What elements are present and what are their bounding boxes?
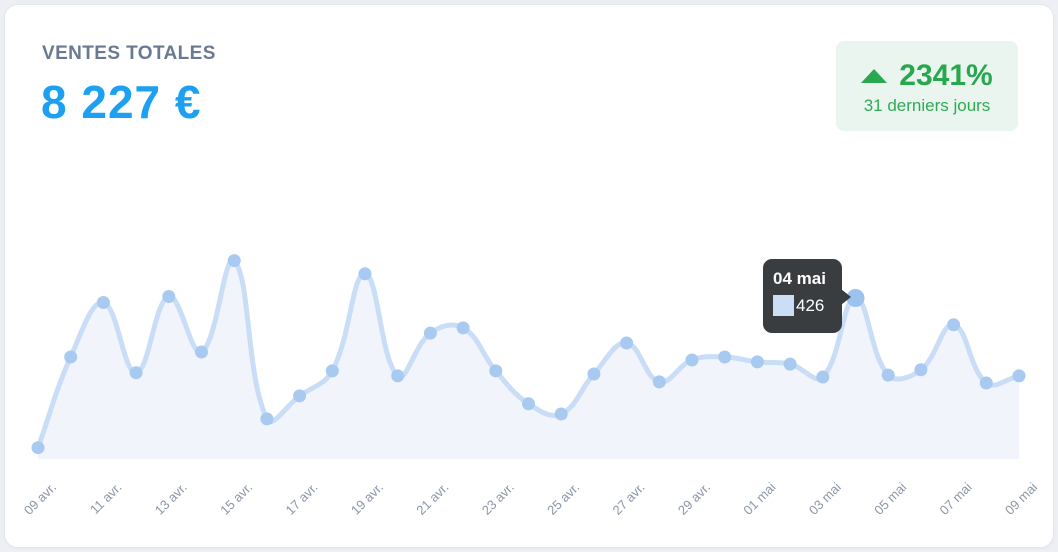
data-point[interactable] xyxy=(947,318,961,332)
sales-line-chart[interactable]: 09 avr. 11 avr. 13 avr. 15 avr. 17 avr. 19 av… xyxy=(5,5,1054,548)
chart-x-axis-label: 05 mai xyxy=(871,479,909,517)
data-point[interactable] xyxy=(620,336,634,350)
sales-summary-card: VENTES TOTALES 8 227 € 2341% 31 derniers… xyxy=(4,4,1054,548)
data-point[interactable] xyxy=(979,376,993,390)
chart-area-fill xyxy=(38,259,1019,459)
data-point[interactable] xyxy=(162,290,176,303)
data-point[interactable] xyxy=(456,321,470,335)
chart-x-axis-label: 15 avr. xyxy=(217,480,255,518)
chart-x-axis-label: 21 avr. xyxy=(413,480,451,518)
data-point[interactable] xyxy=(227,254,241,268)
tooltip-value: 426 xyxy=(796,295,825,315)
tooltip-series-swatch xyxy=(773,295,794,316)
growth-badge-row: 2341% xyxy=(861,58,993,93)
data-point[interactable] xyxy=(195,345,208,359)
chart-x-axis-label: 07 mai xyxy=(937,479,975,517)
chart-x-axis-label: 09 mai xyxy=(1002,479,1040,517)
chart-x-axis-label: 19 avr. xyxy=(348,480,386,518)
data-point[interactable] xyxy=(358,267,372,281)
data-point[interactable] xyxy=(129,366,143,380)
chart-x-axis-label: 01 mai xyxy=(740,479,778,517)
tooltip-value-row: 426 xyxy=(773,295,832,316)
growth-percent: 2341% xyxy=(899,58,993,92)
data-point[interactable] xyxy=(587,367,601,381)
total-sales-amount: 8 227 € xyxy=(41,76,202,128)
growth-badge: 2341% 31 derniers jours xyxy=(836,41,1018,131)
chart-x-axis-label: 29 avr. xyxy=(675,480,713,518)
data-point[interactable] xyxy=(325,364,339,378)
chart-x-axis-label: 09 avr. xyxy=(21,480,59,518)
data-point[interactable] xyxy=(685,353,699,367)
data-point-highlighted[interactable] xyxy=(846,289,865,307)
chart-x-axis-label: 03 mai xyxy=(806,479,844,517)
card-title: VENTES TOTALES xyxy=(42,43,216,64)
data-point[interactable] xyxy=(652,375,666,389)
chart-x-axis-label: 27 avr. xyxy=(610,480,648,518)
chart-x-axis-label: 23 avr. xyxy=(479,480,517,518)
chart-x-axis-label: 13 avr. xyxy=(152,480,190,518)
tooltip-date: 04 mai xyxy=(773,269,826,288)
data-point[interactable] xyxy=(391,369,405,383)
growth-period: 31 derniers jours xyxy=(863,95,991,115)
data-point[interactable] xyxy=(554,407,568,421)
data-point[interactable] xyxy=(816,370,830,384)
chart-x-axis-label: 17 avr. xyxy=(283,480,321,518)
data-point[interactable] xyxy=(750,355,764,369)
data-point[interactable] xyxy=(783,357,797,371)
data-point[interactable] xyxy=(31,441,45,455)
data-point[interactable] xyxy=(96,296,110,309)
data-point[interactable] xyxy=(260,412,274,426)
data-point[interactable] xyxy=(522,397,535,411)
chart-tooltip: 04 mai 426 xyxy=(763,259,851,333)
data-point[interactable] xyxy=(881,368,895,382)
data-point[interactable] xyxy=(423,326,437,340)
data-point[interactable] xyxy=(489,364,503,378)
data-point[interactable] xyxy=(64,350,78,364)
chart-x-axis-label: 25 avr. xyxy=(544,480,582,518)
data-point[interactable] xyxy=(293,389,307,403)
data-point[interactable] xyxy=(914,363,928,377)
data-point[interactable] xyxy=(1012,369,1026,383)
tooltip-arrow xyxy=(841,289,851,305)
data-point[interactable] xyxy=(718,350,732,364)
trend-up-icon xyxy=(861,68,888,83)
chart-x-axis-label: 11 avr. xyxy=(87,480,125,518)
